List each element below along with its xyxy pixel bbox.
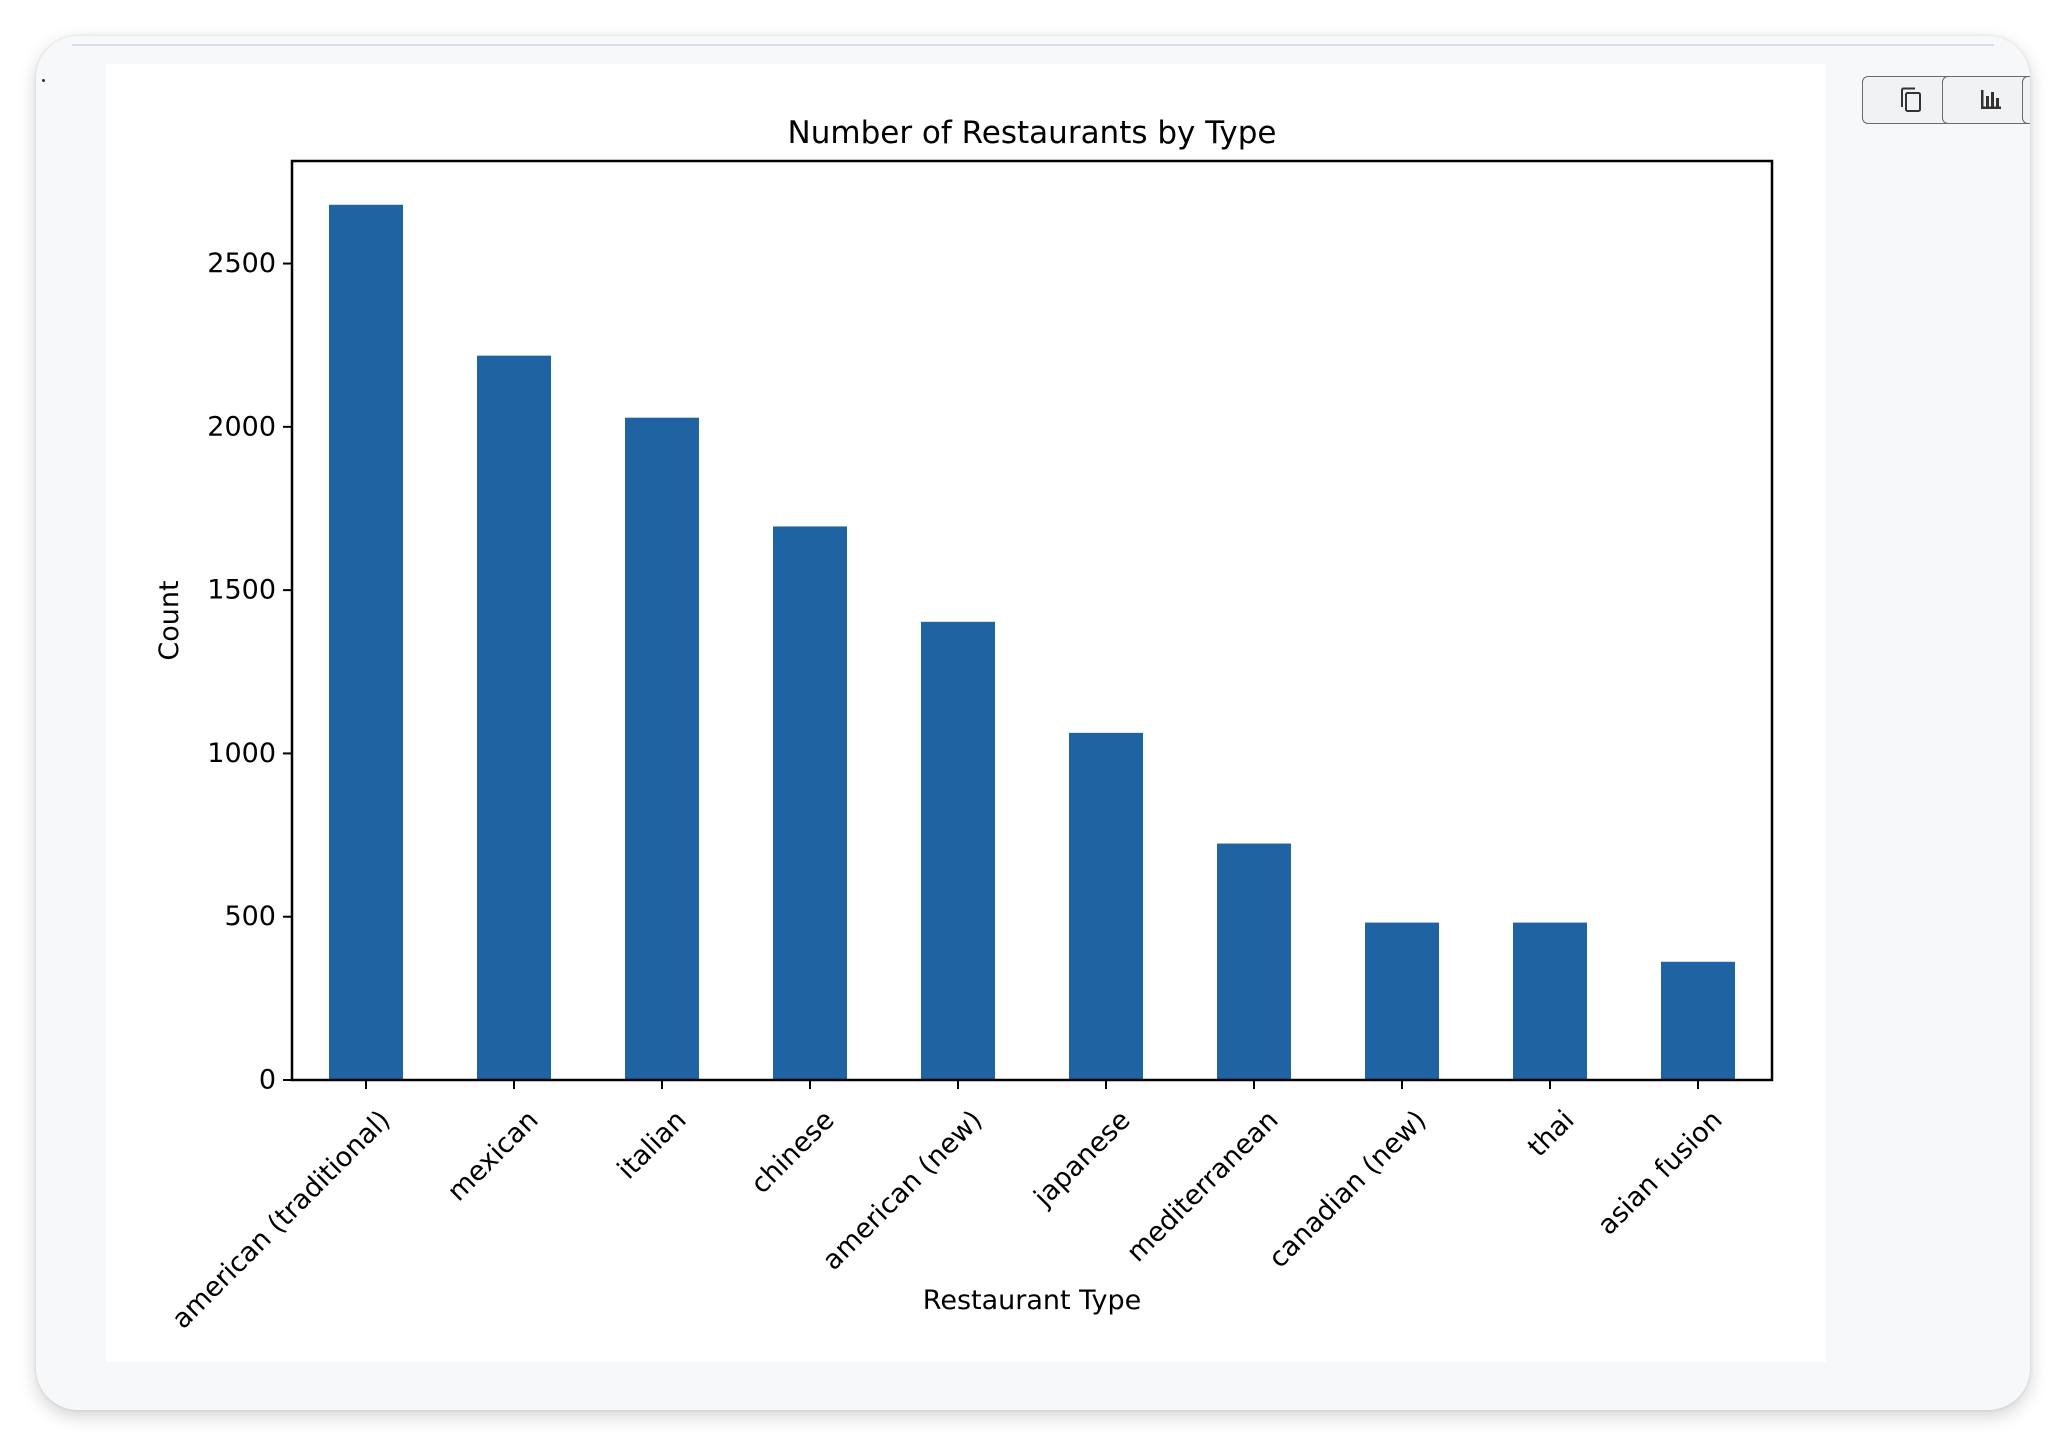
- card-divider: [72, 44, 1994, 46]
- bars-group: [329, 204, 1735, 1081]
- bar-2: [625, 417, 699, 1080]
- output-marker: [42, 79, 45, 82]
- x-tick-label: chinese: [745, 1105, 840, 1200]
- view-chart-button[interactable]: [1942, 76, 2030, 124]
- y-tick-label: 0: [259, 1065, 276, 1096]
- bar-3: [773, 526, 847, 1080]
- copy-icon: [1901, 87, 1921, 112]
- bar-chart-icon: [1981, 90, 2001, 109]
- chart-figure: 0 500 1000 1500 2000 2500 american (tradition…: [106, 64, 1826, 1362]
- bar-6: [1217, 843, 1291, 1080]
- x-tick-label: mediterranean: [1121, 1105, 1285, 1269]
- x-tick-label: italian: [612, 1105, 693, 1186]
- x-tick-label: american (traditional): [166, 1105, 396, 1335]
- x-tick-label: asian fusion: [1592, 1105, 1729, 1242]
- x-tick-label: american (new): [817, 1105, 989, 1277]
- y-tick-label: 2500: [207, 248, 276, 279]
- x-tick-label: japanese: [1028, 1105, 1137, 1214]
- plot-frame: [290, 159, 1774, 1082]
- bar-5: [1069, 732, 1143, 1080]
- x-tick-label: mexican: [442, 1105, 545, 1208]
- output-card: 0 500 1000 1500 2000 2500 american (tradition…: [36, 36, 2030, 1410]
- y-axis: 0 500 1000 1500 2000 2500: [207, 248, 292, 1096]
- y-tick-label: 2000: [207, 411, 276, 442]
- bar-0: [329, 204, 403, 1080]
- x-tick-label: canadian (new): [1263, 1105, 1433, 1275]
- bar-8: [1513, 922, 1587, 1080]
- x-axis-label: Restaurant Type: [923, 1285, 1141, 1316]
- bar-9: [1661, 961, 1735, 1080]
- more-button[interactable]: [2022, 76, 2030, 124]
- y-axis-label: Count: [154, 580, 185, 660]
- bar-1: [477, 355, 551, 1081]
- bar-chart: 0 500 1000 1500 2000 2500 american (tradition…: [154, 115, 1774, 1335]
- y-tick-label: 1500: [207, 575, 276, 606]
- bar-4: [921, 621, 995, 1080]
- bar-7: [1365, 922, 1439, 1080]
- chart-title: Number of Restaurants by Type: [788, 115, 1277, 151]
- x-tick-label: thai: [1522, 1105, 1581, 1164]
- y-tick-label: 1000: [207, 738, 276, 769]
- y-tick-label: 500: [224, 901, 276, 932]
